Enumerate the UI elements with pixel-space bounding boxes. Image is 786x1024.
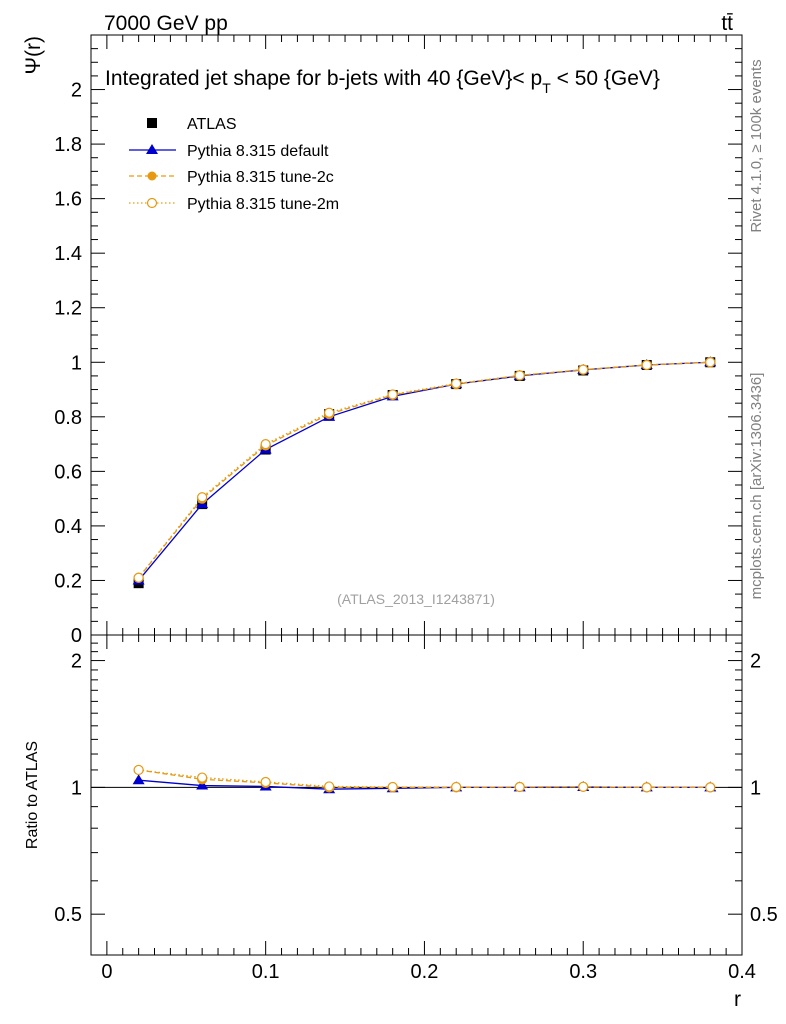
main-pythia-8-315-tune-2c-line <box>138 361 711 579</box>
main-pythia-8-315-tune-2m-point <box>641 359 652 371</box>
main-y-tick-label: 0.6 <box>54 461 82 483</box>
main-y-tick-label: 1.4 <box>54 243 82 265</box>
legend-tune2m-marker <box>146 197 158 209</box>
ratio-y-axis: 0.5 0.5 1 1 2 2 <box>54 634 778 956</box>
ratio-pythia-8-315-tune-2m-point <box>578 781 589 792</box>
ratio-y-tick-label-right: 1 <box>750 777 761 799</box>
rivet-version-label: Rivet 4.1.0, ≥ 100k events <box>748 59 765 232</box>
main-pythia-8-315-tune-2m-point <box>260 438 271 450</box>
main-y-tick-label: 1 <box>71 352 82 374</box>
main-y-tick-label: 0.2 <box>54 570 82 592</box>
ratio-pythia-8-315-tune-2m-point <box>324 781 335 792</box>
main-y-tick-label: 0.8 <box>54 407 82 429</box>
legend-tune2c-marker <box>147 171 157 181</box>
ratio-pythia-8-315-tune-2m-line <box>138 769 711 789</box>
main-pythia-8-315-tune-2m-point <box>197 492 208 503</box>
ratio-pythia-8-315-tune-2c-line <box>138 769 711 789</box>
legend-default-label: Pythia 8.315 default <box>187 143 329 160</box>
chart-title: Integrated jet shape for b-jets with 40 … <box>105 67 660 96</box>
y-axis-label: Ψ(r) <box>22 36 45 75</box>
main-pythia-8-315-tune-2m-point <box>387 389 398 400</box>
analysis-id-watermark: (ATLAS_2013_I1243871) <box>337 591 495 607</box>
legend-tune2m-label: Pythia 8.315 tune-2m <box>187 196 339 213</box>
mcplots-label: mcplots.cern.ch [arXiv:1306.3436] <box>748 373 765 600</box>
main-pythia-8-315-tune-2m-point <box>133 572 144 583</box>
main-pythia-8-315-tune-2m-line <box>138 361 711 579</box>
legend-atlas-marker <box>147 118 157 128</box>
x-axis-label: r <box>734 988 741 1011</box>
legend-tune2c-label: Pythia 8.315 tune-2c <box>187 169 334 186</box>
ratio-plot-frame <box>90 634 743 956</box>
legend-default-marker <box>146 144 158 154</box>
legend-atlas-label: ATLAS <box>187 116 237 133</box>
ratio-pythia-8-315-default-point <box>196 779 209 790</box>
main-pythia-8-315-tune-2m-point <box>578 364 589 375</box>
x-tick-label: 0.3 <box>569 961 597 983</box>
ratio-y-tick-label: 1 <box>71 777 82 799</box>
main-y-axis: 0 0.2 0.4 0.6 0.8 1 1.2 1.4 1.6 1.8 2 <box>54 34 742 647</box>
ratio-pythia-8-315-tune-2m-point <box>705 782 716 793</box>
main-y-tick-label: 0 <box>71 625 82 647</box>
x-tick-label: 0 <box>101 961 112 983</box>
ratio-y-tick-label: 0.5 <box>54 904 82 926</box>
header-process-label: tt̄ <box>721 12 733 35</box>
x-axis: 0 0.1 0.2 0.3 0.4 <box>90 35 756 983</box>
x-tick-label: 0.1 <box>252 961 280 983</box>
ratio-pythia-8-315-tune-2m-point <box>641 782 652 793</box>
main-pythia-8-315-tune-2m-point <box>705 357 716 368</box>
ratio-pythia-8-315-tune-2m-point <box>133 764 144 776</box>
ratio-pythia-8-315-tune-2m-point <box>514 781 525 793</box>
ratio-pythia-8-315-tune-2m-point <box>387 781 398 793</box>
main-series-layer <box>132 356 717 589</box>
main-pythia-8-315-tune-2m-point <box>324 407 335 418</box>
ratio-y-tick-label-right: 0.5 <box>750 904 778 926</box>
ratio-pythia-8-315-tune-2m-point <box>260 776 271 788</box>
x-tick-label: 0.4 <box>728 961 756 983</box>
ratio-y-axis-label: Ratio to ATLAS <box>24 741 41 849</box>
main-pythia-8-315-tune-2m-point <box>451 378 462 389</box>
main-y-tick-label: 1.2 <box>54 298 82 320</box>
main-pythia-8-315-default-line <box>138 361 711 581</box>
main-y-tick-label: 1.6 <box>54 189 82 211</box>
main-y-tick-label: 0.4 <box>54 516 82 538</box>
main-y-tick-label: 2 <box>71 80 82 102</box>
ratio-y-tick-label-right: 2 <box>750 651 761 673</box>
header-energy-label: 7000 GeV pp <box>104 12 228 35</box>
main-pythia-8-315-tune-2m-point <box>514 370 525 381</box>
x-tick-label: 0.2 <box>411 961 439 983</box>
ratio-series-layer <box>132 764 717 794</box>
ratio-pythia-8-315-tune-2m-point <box>451 781 462 793</box>
ratio-pythia-8-315-tune-2m-point <box>197 772 208 783</box>
ratio-pythia-8-315-default-point <box>132 774 145 785</box>
main-y-tick-label: 1.8 <box>54 134 82 156</box>
legend: ATLAS Pythia 8.315 default Pythia 8.315 … <box>129 116 339 213</box>
ratio-y-tick-label: 2 <box>71 651 82 673</box>
